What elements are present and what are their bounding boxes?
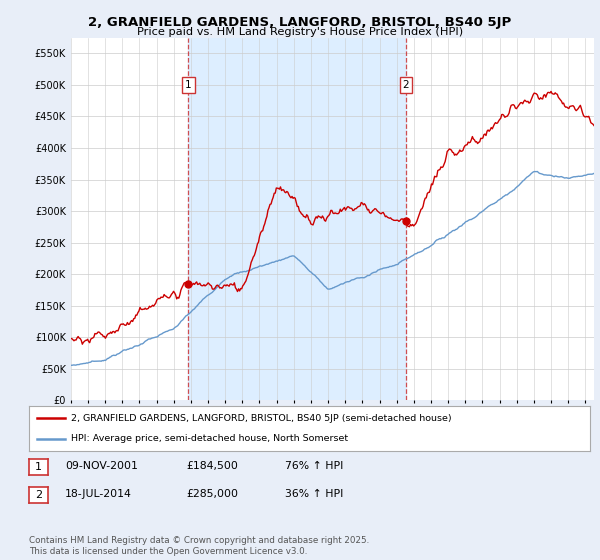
Text: 18-JUL-2014: 18-JUL-2014 xyxy=(65,489,131,499)
Text: Contains HM Land Registry data © Crown copyright and database right 2025.
This d: Contains HM Land Registry data © Crown c… xyxy=(29,536,369,556)
Text: HPI: Average price, semi-detached house, North Somerset: HPI: Average price, semi-detached house,… xyxy=(71,434,348,443)
Text: Price paid vs. HM Land Registry's House Price Index (HPI): Price paid vs. HM Land Registry's House … xyxy=(137,27,463,37)
Text: 1: 1 xyxy=(185,80,192,90)
Text: 2: 2 xyxy=(403,80,409,90)
Text: 2, GRANFIELD GARDENS, LANGFORD, BRISTOL, BS40 5JP: 2, GRANFIELD GARDENS, LANGFORD, BRISTOL,… xyxy=(88,16,512,29)
Text: 2: 2 xyxy=(35,490,42,500)
Text: 36% ↑ HPI: 36% ↑ HPI xyxy=(285,489,343,499)
Text: £184,500: £184,500 xyxy=(186,461,238,471)
Text: 1: 1 xyxy=(35,462,42,472)
Bar xyxy=(188,38,406,400)
Text: £285,000: £285,000 xyxy=(186,489,238,499)
Text: 76% ↑ HPI: 76% ↑ HPI xyxy=(285,461,343,471)
Text: 2, GRANFIELD GARDENS, LANGFORD, BRISTOL, BS40 5JP (semi-detached house): 2, GRANFIELD GARDENS, LANGFORD, BRISTOL,… xyxy=(71,414,452,423)
Text: 09-NOV-2001: 09-NOV-2001 xyxy=(65,461,137,471)
